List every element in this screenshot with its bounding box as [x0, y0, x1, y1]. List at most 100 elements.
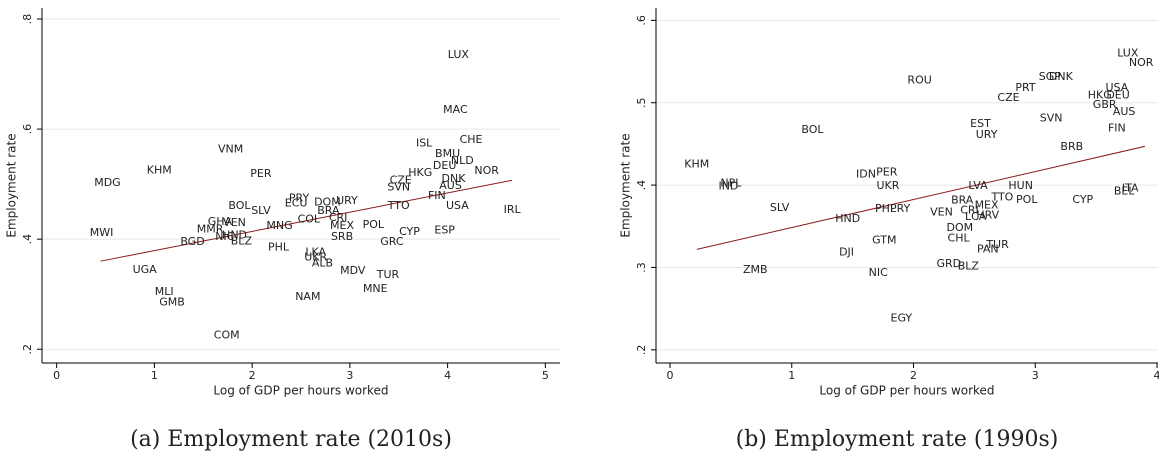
point-label: MLI [155, 285, 174, 298]
point-label: UKR [304, 250, 327, 263]
point-label: GRC [380, 235, 404, 248]
point-label: BOL [801, 123, 824, 136]
point-label: IRL [504, 203, 522, 216]
point-label: MAC [443, 103, 468, 116]
x-tick-label: 5 [542, 369, 549, 382]
point-label: MMR [197, 222, 224, 235]
point-label: IDN [856, 167, 876, 180]
point-label: EST [970, 117, 991, 130]
x-tick-label: 4 [1154, 369, 1159, 382]
point-label: UGA [133, 263, 158, 276]
point-label: NPL [720, 176, 742, 189]
point-label: BOL [228, 199, 251, 212]
point-label: GHA [208, 215, 233, 228]
point-label: ESP [434, 223, 455, 236]
y-axis-label: Employment rate [5, 133, 19, 237]
point-label: NLD [451, 154, 474, 167]
point-label: ROU [907, 73, 931, 86]
point-label: POL [363, 218, 385, 231]
point-label: AUS [1113, 105, 1136, 118]
point-label: PRY [289, 191, 310, 204]
point-label: DNK [1049, 70, 1074, 83]
x-axis-label: Log of GDP per hours worked [819, 384, 994, 398]
point-label: LCA [965, 210, 987, 223]
point-label: SLV [251, 204, 271, 217]
point-label: SGP [1039, 70, 1062, 83]
point-label: BEL [1114, 185, 1135, 198]
point-label: NOR [1129, 56, 1154, 69]
x-tick-label: 4 [444, 369, 451, 382]
plot-area [42, 8, 560, 363]
caption: (a) Employment rate (2010s) [130, 427, 452, 452]
y-tick-label: .6 [635, 15, 648, 26]
point-label: URY [336, 194, 358, 207]
point-label: HKG [1088, 88, 1112, 101]
point-label: MEX [975, 199, 999, 212]
point-label: SVN [1040, 111, 1063, 124]
point-label: ALB [312, 256, 333, 269]
point-label: DJI [839, 246, 854, 259]
point-label: DOM [946, 221, 973, 234]
point-label: AUS [439, 179, 462, 192]
point-label: COM [214, 328, 240, 341]
x-tick-label: 2 [249, 369, 256, 382]
point-label: ZMB [743, 263, 768, 276]
point-label: CHL [948, 232, 971, 245]
point-label: TTO [387, 199, 410, 212]
point-label: MWI [90, 226, 114, 239]
point-label: SVN [387, 180, 410, 193]
point-label: DNK [442, 172, 467, 185]
point-label: NAM [295, 290, 320, 303]
point-label: LKA [305, 245, 326, 258]
point-label: TTO [990, 190, 1013, 203]
point-label: FIN [1108, 121, 1126, 134]
point-label: MNE [363, 282, 388, 295]
point-label: UKR [876, 179, 899, 192]
point-label: VEN [930, 205, 953, 218]
point-label: ISL [416, 136, 433, 149]
point-label: KHM [147, 163, 172, 176]
point-label: MDV [340, 264, 366, 277]
point-label: CZE [390, 173, 412, 186]
y-tick-label: .5 [635, 97, 648, 108]
point-label: CZE [997, 91, 1019, 104]
point-label: HRV [976, 209, 999, 222]
point-label: CRI [329, 211, 348, 224]
x-tick-label: 2 [910, 369, 917, 382]
point-label: DOM [314, 195, 341, 208]
point-label: PRT [1015, 81, 1035, 94]
point-label: NIC [869, 266, 888, 279]
x-tick-label: 3 [346, 369, 353, 382]
point-label: BLZ [231, 234, 253, 247]
point-label: GRD [937, 257, 962, 270]
point-label: BRA [951, 194, 974, 207]
y-tick-label: .2 [635, 345, 648, 356]
point-label: BRA [317, 204, 340, 217]
point-label: BLZ [958, 260, 980, 273]
point-label: VEN [223, 216, 246, 229]
y-tick-label: .2 [21, 344, 34, 355]
point-label: EGY [891, 312, 913, 325]
point-label: FIN [428, 189, 446, 202]
point-label: NIC [215, 230, 234, 243]
fit-line [696, 145, 1145, 250]
y-tick-label: .8 [21, 14, 34, 25]
point-label: HUN [1008, 179, 1033, 192]
point-label: LVA [968, 179, 988, 192]
point-label: BMU [435, 147, 460, 160]
point-label: PER [876, 166, 898, 179]
x-axis-label: Log of GDP per hours worked [213, 384, 388, 398]
x-tick-label: 1 [788, 369, 795, 382]
y-tick-label: .4 [21, 234, 34, 245]
point-label: MDG [94, 176, 121, 189]
point-label: PHL [268, 240, 290, 253]
point-label: LUX [1117, 46, 1139, 59]
point-label: PRY [890, 202, 911, 215]
point-label: GMB [159, 295, 185, 308]
point-label: CYP [399, 225, 420, 238]
point-label: USA [1105, 81, 1128, 94]
point-label: HKG [408, 166, 432, 179]
point-label: VNM [218, 142, 243, 155]
